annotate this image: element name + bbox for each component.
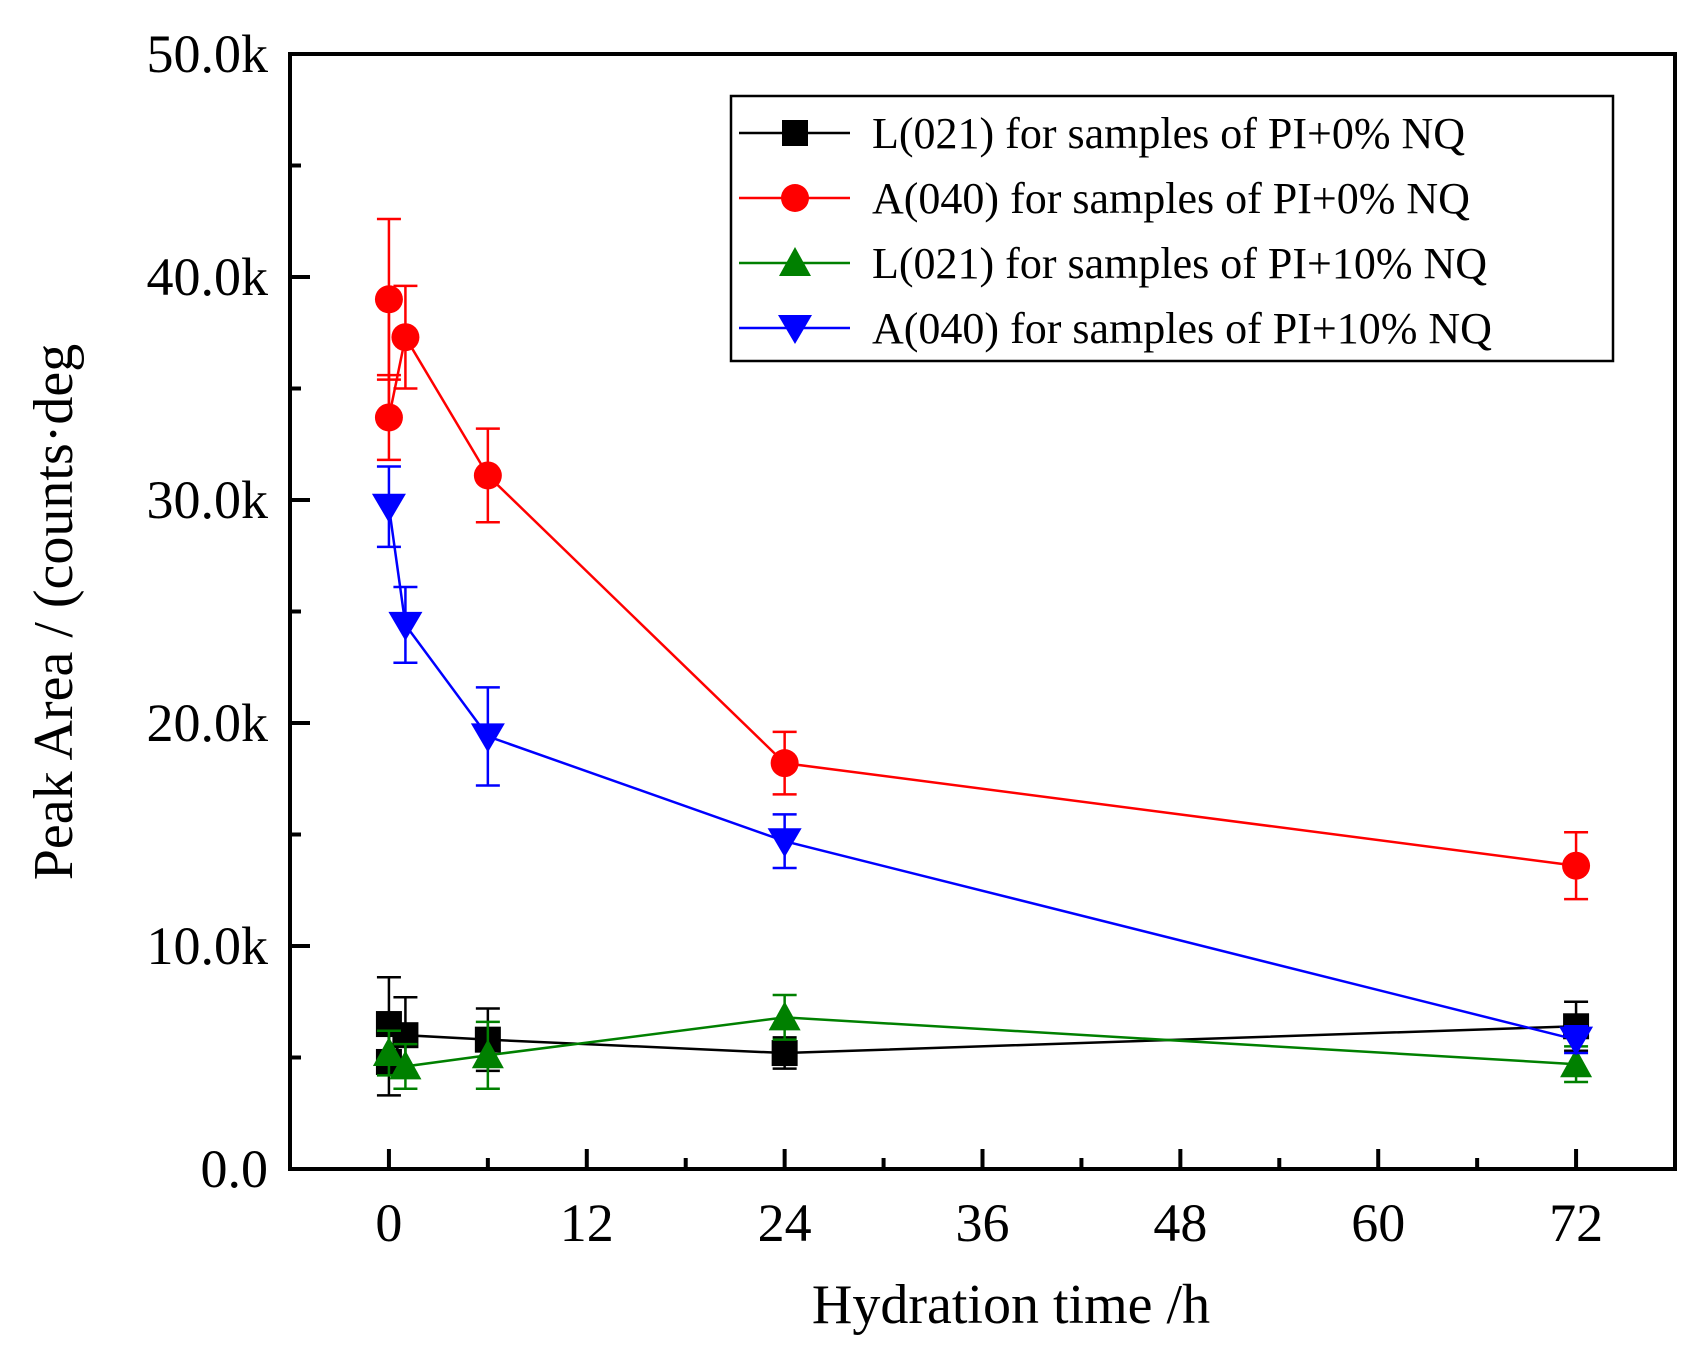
x-tick-label: 12 — [560, 1193, 614, 1253]
triangle-up-marker — [372, 1037, 405, 1067]
y-tick-label: 0.0 — [201, 1139, 269, 1199]
legend: L(021) for samples of PI+0% NQ A(040) for… — [729, 94, 1615, 363]
series-3 — [371, 465, 1594, 1056]
x-tick-label: 72 — [1549, 1193, 1603, 1253]
x-tick-label: 48 — [1153, 1193, 1207, 1253]
legend-item: A(040) for samples of PI+10% NQ — [739, 304, 1492, 353]
series-line — [387, 299, 1577, 867]
legend-label: A(040) for samples of PI+0% NQ — [872, 174, 1470, 223]
y-tick-label: 30.0k — [147, 470, 269, 530]
y-tick-label: 40.0k — [147, 247, 269, 307]
legend-box — [729, 94, 1615, 363]
x-axis-title: Hydration time /h — [812, 1274, 1210, 1336]
triangle-down-marker — [388, 611, 423, 641]
circle-marker — [374, 403, 403, 432]
triangle-up-marker — [389, 1050, 422, 1080]
triangle-down-marker — [767, 828, 802, 858]
x-tick-label: 60 — [1351, 1193, 1405, 1253]
y-axis-title: Peak Area / (counts·deg — [23, 344, 85, 880]
circle-marker — [1562, 851, 1591, 880]
series-line — [388, 1016, 1577, 1068]
legend-label: A(040) for samples of PI+10% NQ — [872, 304, 1492, 353]
series-line — [387, 506, 1577, 1041]
legend-label: L(021) for samples of PI+10% NQ — [872, 239, 1487, 288]
triangle-down-marker — [1559, 1026, 1594, 1056]
circle-marker — [374, 285, 403, 314]
triangle-up-marker — [779, 247, 811, 276]
square-marker — [782, 120, 808, 146]
series-1 — [374, 217, 1591, 901]
x-tick-label: 24 — [758, 1193, 812, 1253]
circle-marker — [391, 323, 420, 352]
y-tick-label: 20.0k — [147, 693, 269, 753]
legend-label: L(021) for samples of PI+0% NQ — [872, 109, 1465, 158]
y-tick-label: 50.0k — [147, 24, 269, 84]
square-marker — [771, 1040, 798, 1067]
series-0 — [375, 975, 1590, 1097]
circle-marker — [781, 184, 809, 212]
x-tick-label: 36 — [956, 1193, 1010, 1253]
triangle-up-marker — [471, 1039, 504, 1069]
legend-item: L(021) for samples of PI+10% NQ — [739, 239, 1487, 288]
y-tick-label: 10.0k — [147, 916, 269, 976]
legend-item: A(040) for samples of PI+0% NQ — [739, 174, 1470, 223]
circle-marker — [770, 749, 799, 778]
x-tick-label: 0 — [375, 1193, 402, 1253]
series-2 — [372, 993, 1593, 1090]
circle-marker — [473, 461, 502, 490]
triangle-up-marker — [768, 1001, 801, 1031]
legend-item: L(021) for samples of PI+0% NQ — [739, 109, 1465, 158]
triangle-up-marker — [1560, 1048, 1593, 1078]
triangle-down-marker — [371, 493, 406, 523]
triangle-down-marker — [470, 723, 505, 753]
triangle-down-marker — [778, 315, 812, 344]
